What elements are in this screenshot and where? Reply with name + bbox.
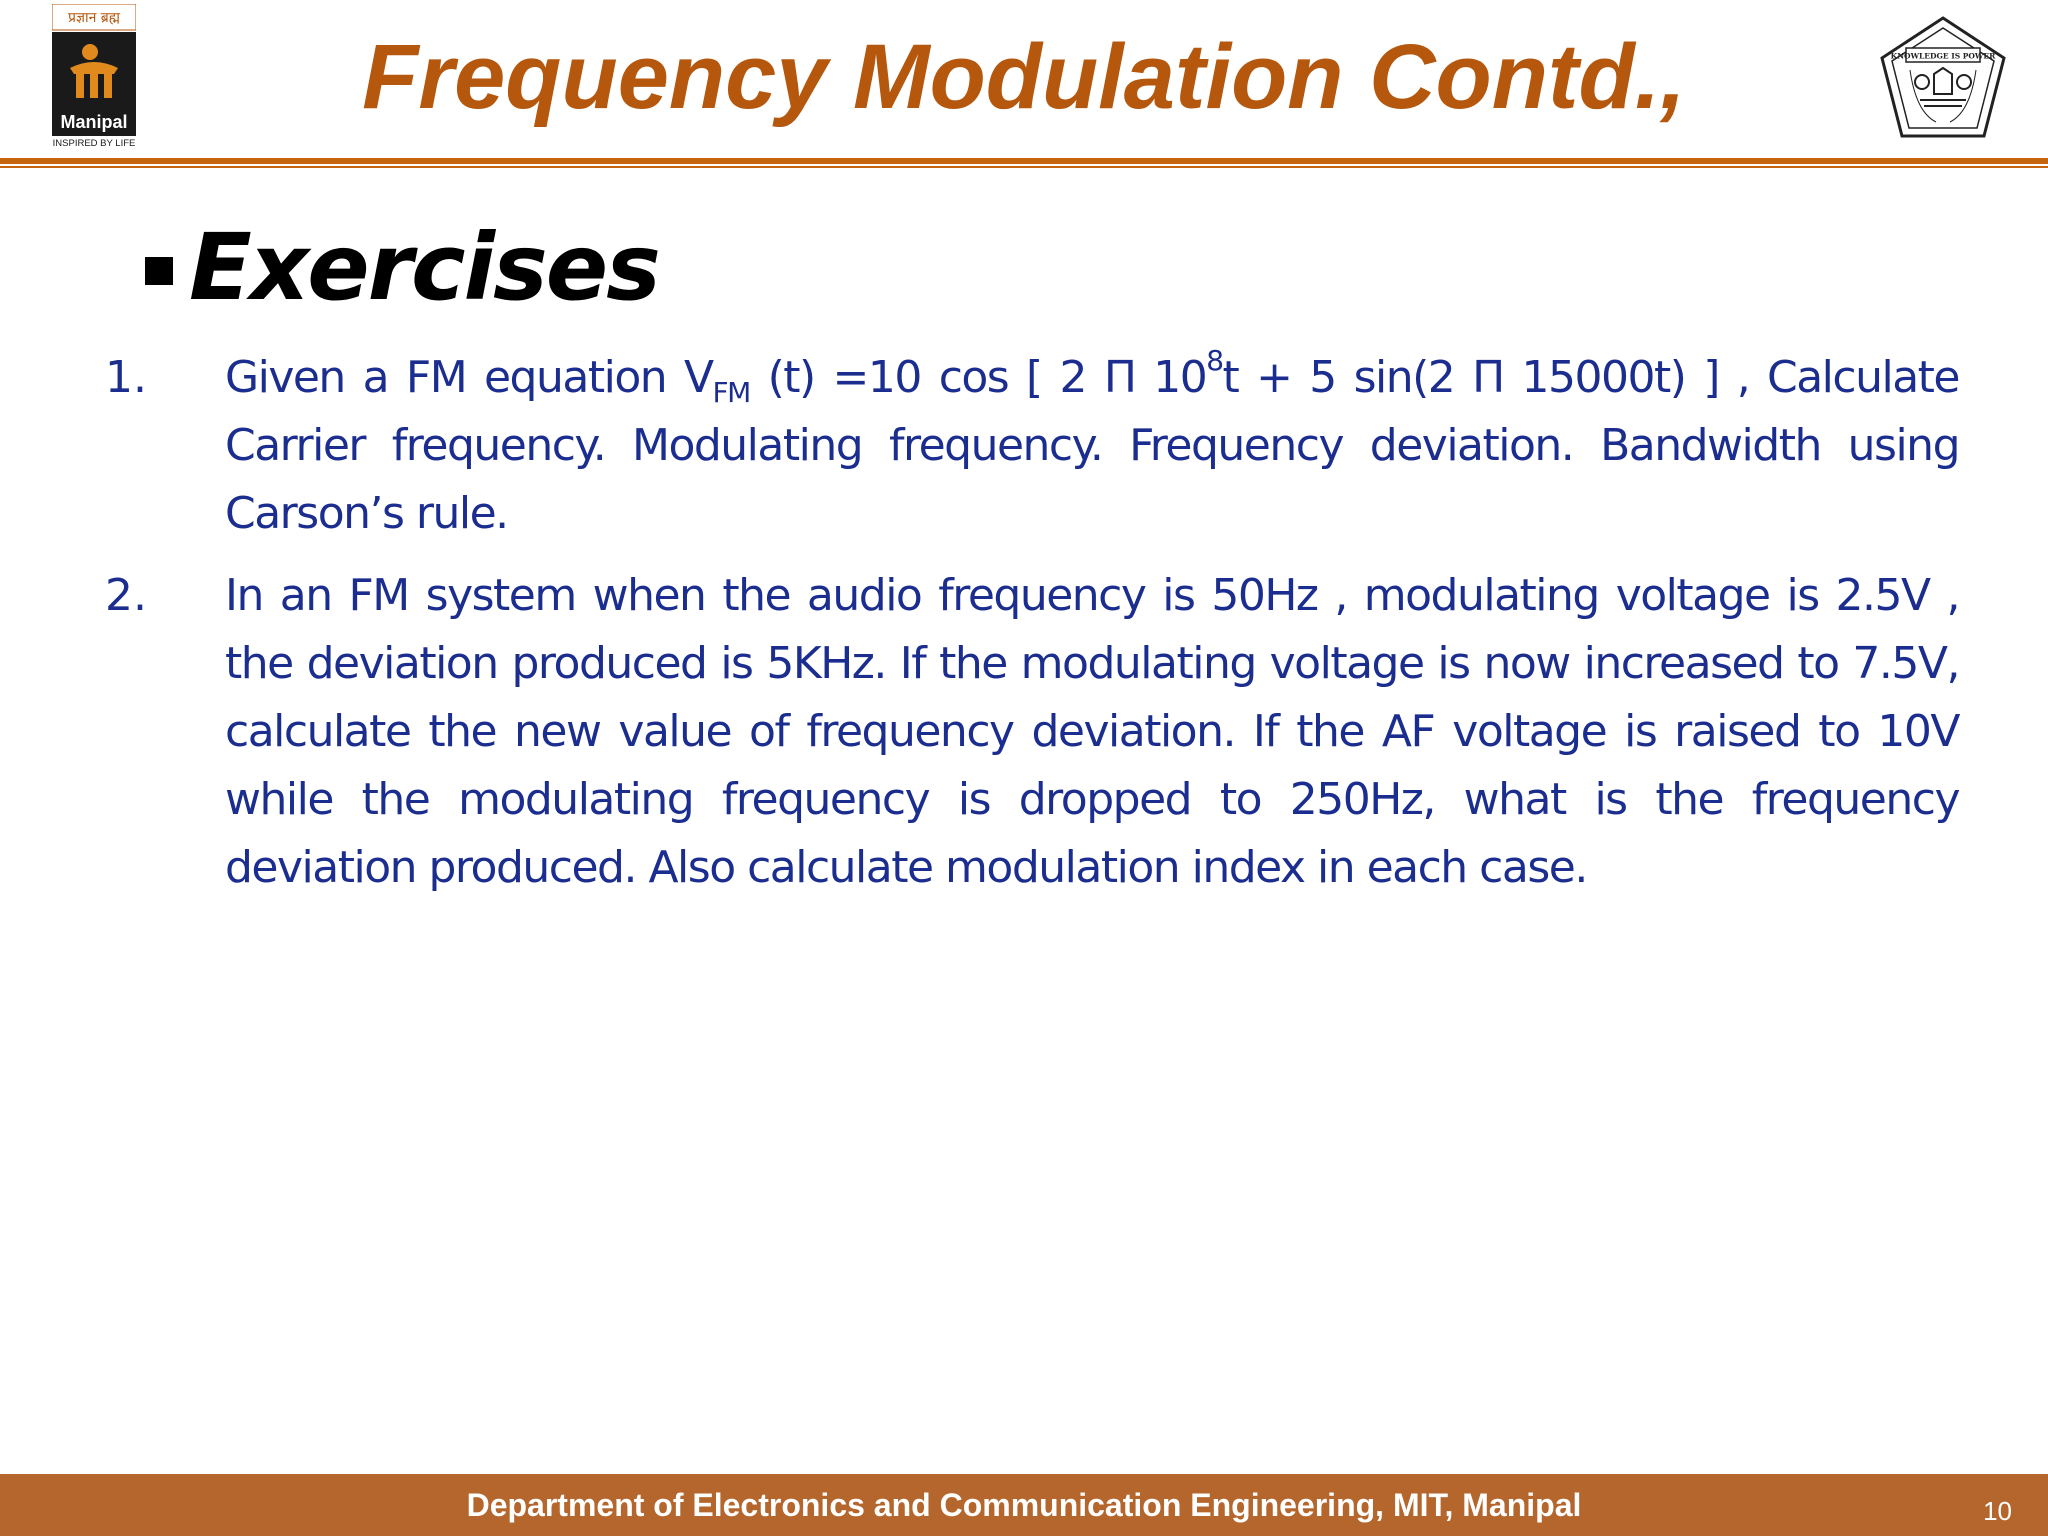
section-title: Exercises bbox=[189, 213, 661, 321]
page-number: 10 bbox=[1983, 1496, 2012, 1526]
slide-footer: Department of Electronics and Communicat… bbox=[0, 1474, 2048, 1536]
svg-text:प्रज्ञान ब्रह्म: प्रज्ञान ब्रह्म bbox=[68, 10, 121, 26]
manipal-logo: प्रज्ञान ब्रह्म Manipal INSPIRED BY LIFE bbox=[52, 4, 136, 148]
list-item: 2. In an FM system when the audio freque… bbox=[105, 562, 1961, 902]
footer-text: Department of Electronics and Communicat… bbox=[466, 1487, 1582, 1523]
subscript: FM bbox=[712, 376, 752, 409]
slide-title: Frequency Modulation Contd., bbox=[362, 26, 1686, 128]
square-bullet-icon bbox=[145, 257, 173, 285]
section-heading: Exercises bbox=[145, 212, 661, 322]
item-number: 1. bbox=[105, 352, 147, 403]
item-number: 2. bbox=[105, 570, 147, 621]
slide-header: प्रज्ञान ब्रह्म Manipal INSPIRED BY LIFE… bbox=[0, 0, 2048, 170]
list-item: 1. Given a FM equation VFM (t) =10 cos [… bbox=[105, 344, 1961, 548]
item-text-part: t + 5 sin(2 Π 15000t) ] , Calculate Carr… bbox=[225, 352, 1961, 539]
header-rule bbox=[0, 158, 2048, 164]
exercise-list: 1. Given a FM equation VFM (t) =10 cos [… bbox=[105, 344, 1961, 916]
svg-text:INSPIRED BY LIFE: INSPIRED BY LIFE bbox=[53, 138, 136, 148]
header-rule-thin bbox=[0, 166, 2048, 168]
item-text: Given a FM equation VFM (t) =10 cos [ 2 … bbox=[225, 344, 1961, 548]
item-text-part: Given a FM equation V bbox=[225, 352, 714, 403]
item-text-part: (t) =10 cos [ 2 Π 10 bbox=[749, 352, 1208, 403]
item-text: In an FM system when the audio frequency… bbox=[225, 570, 1961, 893]
svg-text:Manipal: Manipal bbox=[60, 112, 127, 132]
mit-emblem: KNOWLEDGE IS POWER bbox=[1880, 16, 2006, 138]
svg-text:KNOWLEDGE IS POWER: KNOWLEDGE IS POWER bbox=[1891, 52, 1996, 61]
superscript: 8 bbox=[1206, 344, 1224, 377]
